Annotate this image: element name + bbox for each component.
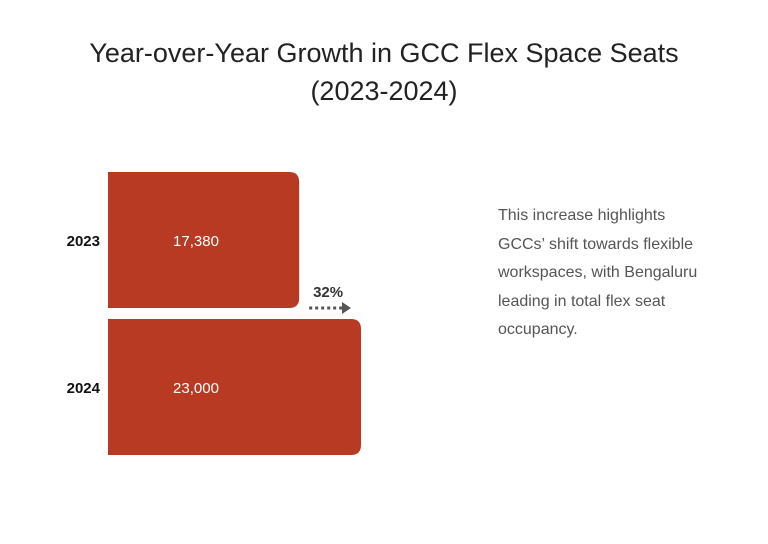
chart-title-line-1: Year-over-Year Growth in GCC Flex Space …	[89, 38, 679, 68]
category-label-2024: 2024	[67, 380, 101, 397]
growth-label: 32%	[313, 284, 343, 301]
bar-2023	[108, 172, 300, 308]
chart-title-line-2: (2023-2024)	[310, 76, 458, 106]
insight-note: This increase highlights GCCs’ shift tow…	[498, 207, 698, 338]
bar-2024	[108, 319, 361, 455]
value-label-2023: 17,380	[173, 233, 219, 250]
category-label-2023: 2023	[67, 233, 100, 250]
value-label-2024: 23,000	[173, 380, 219, 397]
chart-title: Year-over-Year Growth in GCC Flex Space …	[0, 34, 768, 110]
growth-arrow-head	[342, 302, 351, 314]
